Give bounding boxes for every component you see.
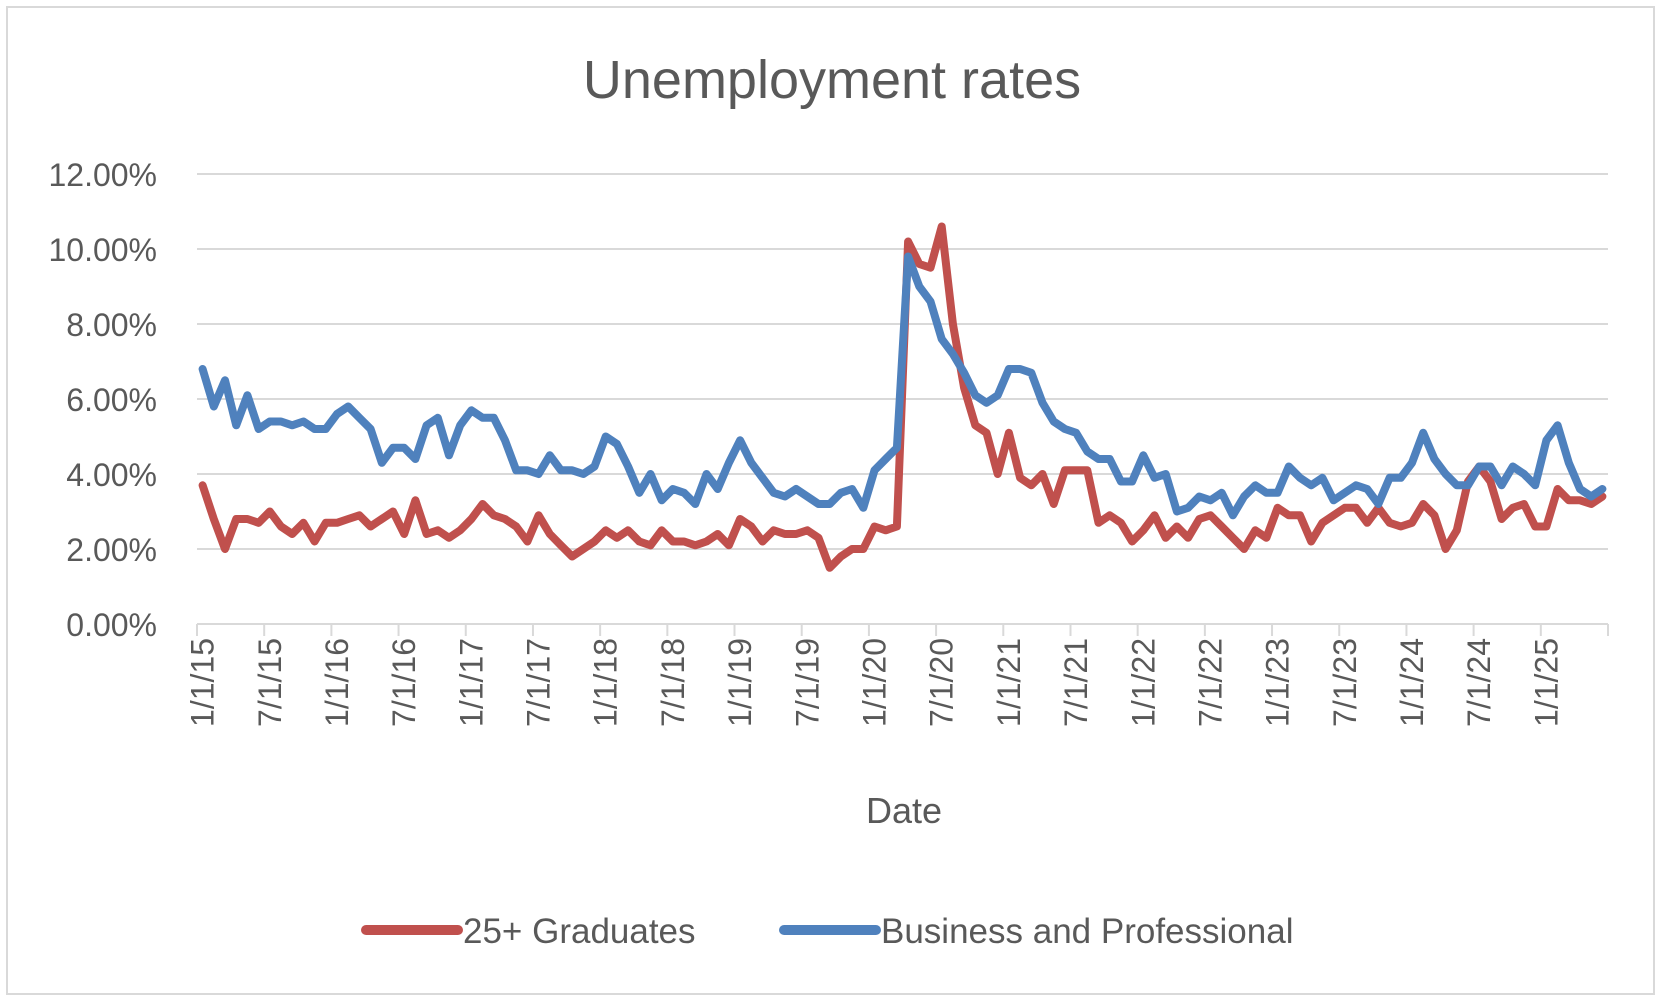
x-tick-label: 7/1/15 [252,638,288,727]
y-tick-label: 2.00% [66,532,157,568]
x-tick-label: 1/1/21 [991,638,1027,727]
y-tick-label: 4.00% [66,457,157,493]
x-axis-tick-labels: 1/1/15 7/1/15 1/1/16 7/1/16 1/1/17 7/1/17 1/1/… [185,638,1565,727]
x-tick-label: 1/1/24 [1394,638,1430,727]
series-line-business-professional [198,252,1607,520]
x-tick-label: 1/1/17 [453,638,489,727]
x-tick-label: 1/1/22 [1125,638,1161,727]
x-tick-label: 7/1/24 [1461,638,1497,727]
x-axis [196,623,1609,636]
x-tick-label: 7/1/16 [386,638,422,727]
legend-label-business-professional: Business and Professional [881,912,1293,951]
y-tick-label: 6.00% [66,382,157,418]
x-tick-label: 1/1/18 [588,638,624,727]
x-tick-label: 7/1/20 [924,638,960,727]
y-tick-label: 0.00% [66,607,157,643]
x-tick-label: 1/1/20 [857,638,893,727]
y-tick-label: 12.00% [48,157,157,193]
x-tick-label: 7/1/18 [655,638,691,727]
series-lines [198,222,1607,572]
legend: 25+ Graduates Business and Professional [361,912,1293,951]
x-tick-label: 7/1/23 [1327,638,1363,727]
x-tick-label: 7/1/22 [1192,638,1228,727]
legend-label-graduates: 25+ Graduates [463,912,696,951]
y-axis-tick-labels: 0.00% 2.00% 4.00% 6.00% 8.00% 10.00% 12.00% [48,157,157,643]
x-tick-label: 1/1/19 [722,638,758,727]
x-tick-label: 1/1/25 [1528,638,1564,727]
x-tick-label: 7/1/21 [1058,638,1094,727]
x-tick-label: 7/1/17 [521,638,557,727]
x-tick-label: 1/1/15 [185,638,221,727]
y-tick-label: 8.00% [66,307,157,343]
y-tick-label: 10.00% [48,232,157,268]
x-tick-label: 1/1/23 [1260,638,1296,727]
x-axis-title: Date [866,790,942,831]
gridlines [197,173,1608,550]
x-tick-label: 7/1/19 [789,638,825,727]
chart-title: Unemployment rates [583,50,1081,110]
x-tick-label: 1/1/16 [319,638,355,727]
